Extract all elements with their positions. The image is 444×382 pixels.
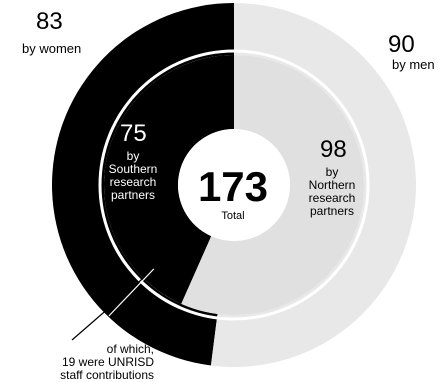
northern-label-line: by xyxy=(325,165,339,179)
ring-separator xyxy=(98,49,370,321)
annotation-line: staff contributions xyxy=(60,368,154,382)
men-value-label: 90 xyxy=(388,31,415,58)
men-text-label: by men xyxy=(392,57,435,72)
northern-label-line: partners xyxy=(309,204,355,218)
women-text-label: by women xyxy=(22,41,82,56)
southern-label-line: by xyxy=(126,149,140,163)
annotation-text: of which, 19 were UNRISD staff contribut… xyxy=(4,343,154,382)
center-hole xyxy=(178,129,290,241)
total-label: Total xyxy=(221,210,245,222)
southern-value-label: 75 xyxy=(120,120,147,147)
total-value: 173 xyxy=(197,163,269,210)
annotation-leader-line-inner xyxy=(108,268,155,317)
inner-slice-southern xyxy=(103,55,234,304)
southern-label-line: partners xyxy=(110,188,156,202)
inner-slice-northern xyxy=(181,54,364,315)
southern-text-label: by Southern research partners xyxy=(98,150,168,202)
northern-label-line: Northern xyxy=(308,178,356,192)
northern-text-label: by Northern research partners xyxy=(296,166,368,218)
northern-value-label: 98 xyxy=(320,136,347,163)
southern-label-line: Southern xyxy=(108,162,158,176)
northern-label-line: research xyxy=(308,191,356,205)
outer-slice-men xyxy=(210,3,416,367)
outer-slice-women xyxy=(51,3,234,366)
annotation-leader-line xyxy=(71,268,155,341)
annotation-line: 19 were UNRISD xyxy=(61,355,154,369)
women-value-label: 83 xyxy=(36,8,63,35)
southern-label-line: research xyxy=(109,175,157,189)
annotation-line: of which, xyxy=(106,342,154,356)
